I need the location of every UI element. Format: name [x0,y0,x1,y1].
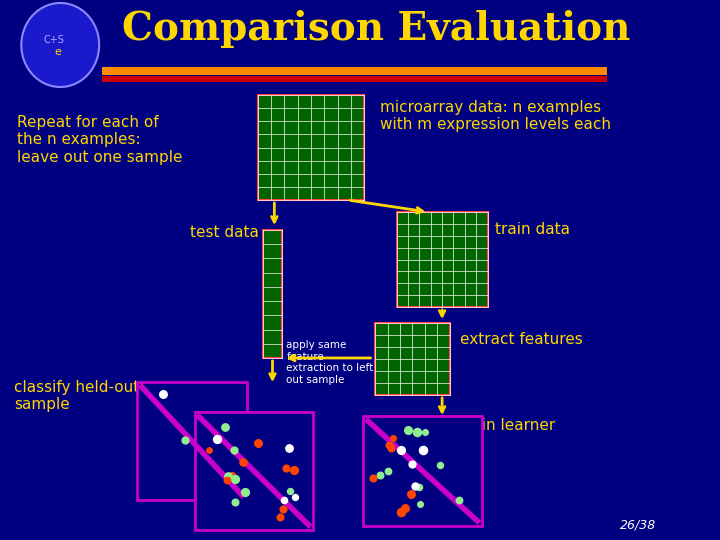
Bar [264,230,282,358]
Point [418,446,429,455]
Text: 26/38: 26/38 [620,519,656,532]
Circle shape [22,3,99,87]
Text: apply same
feature
extraction to left
out sample: apply same feature extraction to left ou… [287,340,374,385]
Text: e: e [54,47,61,57]
Text: microarray data: n examples
with m expression levels each: microarray data: n examples with m expre… [380,100,611,132]
Point [157,389,168,398]
Text: Repeat for each of
the n examples:
leave out one sample: Repeat for each of the n examples: leave… [17,115,182,165]
Point [237,458,248,467]
Point [402,426,414,434]
Point [382,466,393,475]
Point [395,446,407,455]
Point [419,428,431,436]
Point [253,439,264,448]
Point [413,482,425,491]
Point [399,504,410,512]
Text: test data: test data [189,225,258,240]
Point [229,498,240,507]
Point [385,443,397,452]
Point [374,470,386,479]
Point [433,460,445,469]
Point [405,490,417,498]
Point [288,465,300,474]
Point [368,474,379,482]
Point [277,505,289,514]
Point [280,463,292,472]
Point [219,423,230,431]
Text: train data: train data [495,222,570,237]
Point [239,488,251,496]
Point [279,496,290,504]
Bar [364,416,482,526]
Point [407,460,418,468]
Text: C+S: C+S [43,35,64,45]
Bar [138,382,246,500]
Bar [258,95,364,200]
Point [203,446,215,455]
Point [228,446,240,454]
Text: Comparison Evaluation: Comparison Evaluation [122,10,631,48]
Point [412,427,423,436]
Point [395,508,407,517]
Point [222,471,233,480]
Bar [375,323,449,395]
Point [274,513,286,522]
Point [179,435,190,444]
Point [229,475,240,483]
Point [409,481,420,490]
Bar [102,76,607,82]
Point [212,435,223,444]
Point [289,492,301,501]
Bar [194,412,313,530]
Text: extract features: extract features [459,332,582,347]
Bar [397,212,487,307]
Text: classify held-out
sample: classify held-out sample [14,380,139,413]
Point [221,476,233,484]
Bar [102,67,607,75]
Point [387,434,399,443]
Point [283,444,294,453]
Point [284,487,296,495]
Text: train learner: train learner [459,418,555,433]
Point [453,496,464,504]
Point [383,441,395,449]
Point [414,500,426,508]
Point [226,471,238,480]
